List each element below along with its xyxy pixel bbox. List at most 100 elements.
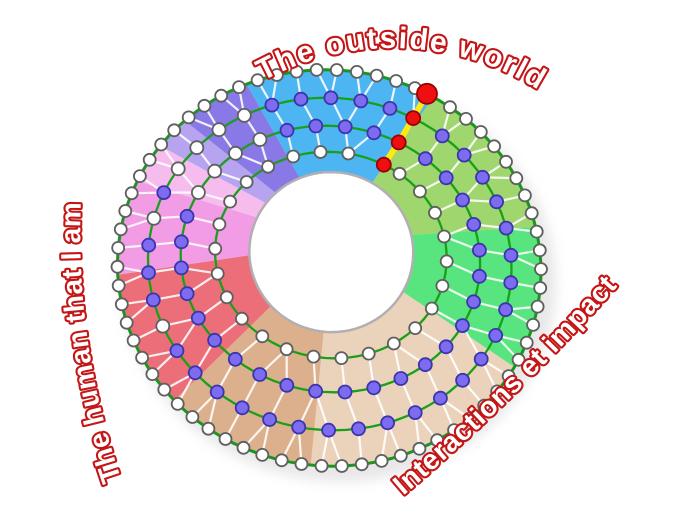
node[interactable]	[471, 242, 487, 258]
node[interactable]	[503, 275, 519, 291]
node[interactable]	[477, 398, 492, 413]
node[interactable]	[349, 65, 364, 79]
node[interactable]	[291, 419, 307, 435]
node[interactable]	[473, 125, 488, 139]
node[interactable]	[524, 206, 539, 221]
node[interactable]	[170, 396, 185, 411]
node[interactable]	[218, 432, 233, 446]
node[interactable]	[119, 315, 134, 330]
node[interactable]	[417, 151, 433, 167]
selected-node[interactable]	[416, 82, 438, 105]
node[interactable]	[393, 371, 409, 386]
node[interactable]	[264, 97, 280, 113]
node[interactable]	[417, 357, 433, 373]
node[interactable]	[455, 192, 470, 208]
node[interactable]	[207, 332, 223, 348]
node[interactable]	[392, 166, 407, 181]
node[interactable]	[110, 259, 125, 274]
node[interactable]	[124, 186, 139, 201]
node[interactable]	[179, 208, 195, 224]
node[interactable]	[155, 318, 171, 334]
selected-node[interactable]	[405, 110, 422, 126]
node[interactable]	[439, 254, 454, 269]
node[interactable]	[459, 112, 473, 126]
node[interactable]	[279, 122, 295, 138]
node[interactable]	[252, 132, 268, 147]
node[interactable]	[262, 412, 278, 427]
node[interactable]	[157, 382, 172, 397]
node[interactable]	[214, 88, 229, 103]
node[interactable]	[389, 74, 404, 88]
node[interactable]	[518, 188, 532, 203]
node[interactable]	[334, 459, 349, 473]
sector-red[interactable]	[117, 255, 271, 401]
node[interactable]	[487, 139, 502, 154]
node[interactable]	[443, 100, 457, 115]
node[interactable]	[473, 351, 489, 367]
node[interactable]	[234, 311, 249, 326]
node[interactable]	[141, 265, 156, 281]
node[interactable]	[462, 411, 477, 426]
node[interactable]	[173, 234, 189, 250]
node[interactable]	[435, 278, 450, 293]
node[interactable]	[269, 68, 284, 82]
node[interactable]	[489, 194, 505, 210]
node[interactable]	[190, 185, 206, 200]
node[interactable]	[532, 243, 547, 258]
node[interactable]	[323, 90, 339, 106]
node[interactable]	[354, 457, 369, 472]
node[interactable]	[111, 278, 126, 293]
node[interactable]	[424, 301, 439, 316]
node[interactable]	[466, 216, 482, 232]
node[interactable]	[279, 377, 295, 393]
node[interactable]	[382, 101, 398, 116]
node[interactable]	[366, 380, 382, 396]
node[interactable]	[185, 410, 200, 424]
node[interactable]	[236, 108, 252, 123]
node[interactable]	[428, 205, 442, 220]
node[interactable]	[279, 342, 294, 357]
node[interactable]	[181, 110, 196, 125]
node[interactable]	[313, 145, 328, 159]
node[interactable]	[498, 302, 514, 318]
node[interactable]	[509, 171, 524, 186]
node[interactable]	[113, 222, 128, 237]
node[interactable]	[434, 128, 450, 144]
node[interactable]	[438, 170, 454, 186]
node[interactable]	[393, 448, 408, 463]
node[interactable]	[145, 367, 160, 382]
node[interactable]	[142, 152, 157, 167]
node[interactable]	[369, 68, 384, 83]
node[interactable]	[341, 146, 356, 161]
node[interactable]	[111, 240, 126, 255]
selected-node[interactable]	[390, 134, 407, 151]
node[interactable]	[232, 80, 246, 94]
node[interactable]	[187, 365, 203, 381]
node[interactable]	[366, 125, 382, 141]
node[interactable]	[490, 384, 505, 399]
node[interactable]	[408, 321, 423, 336]
node[interactable]	[261, 159, 276, 174]
node[interactable]	[212, 217, 227, 232]
node[interactable]	[167, 123, 182, 138]
node[interactable]	[293, 91, 309, 107]
node[interactable]	[252, 367, 268, 382]
node[interactable]	[438, 339, 454, 355]
node[interactable]	[353, 93, 369, 109]
node[interactable]	[501, 369, 516, 384]
node[interactable]	[511, 352, 526, 367]
node[interactable]	[201, 421, 216, 436]
node[interactable]	[132, 169, 147, 184]
node[interactable]	[209, 384, 225, 400]
node[interactable]	[118, 204, 133, 218]
node[interactable]	[236, 440, 251, 455]
selected-node[interactable]	[375, 156, 392, 173]
node[interactable]	[294, 457, 309, 471]
node[interactable]	[211, 122, 227, 138]
node[interactable]	[534, 262, 548, 277]
node[interactable]	[255, 329, 270, 344]
node[interactable]	[314, 458, 329, 473]
node[interactable]	[412, 441, 427, 456]
node[interactable]	[488, 327, 504, 343]
node[interactable]	[309, 63, 324, 77]
